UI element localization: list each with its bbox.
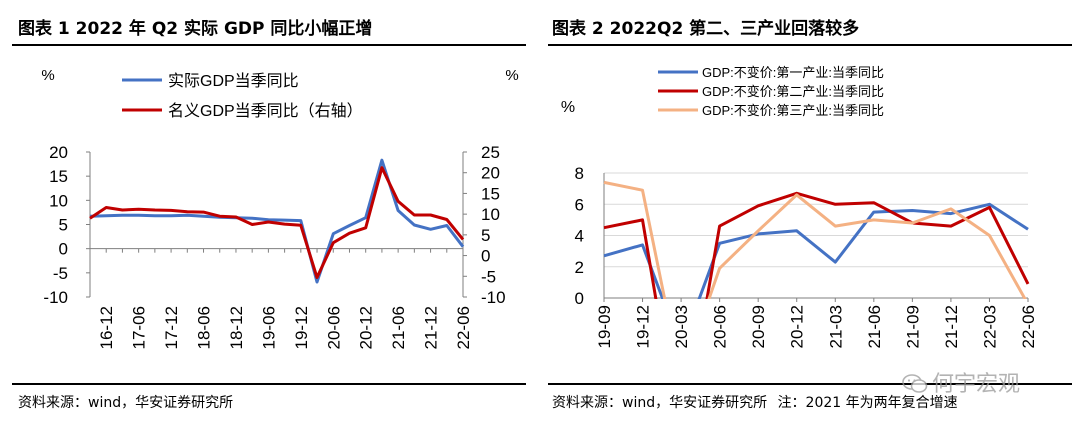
chart-1-series-line-2 <box>89 166 465 279</box>
chart-1-x-tick-label: 19-06 <box>259 306 278 349</box>
watermark-text: 何宇宏观 <box>932 372 1021 397</box>
chart-panel-2: 图表 2 2022Q2 第二、三产业回落较多 0 2 4 6 8% 19-09 19-12 2… <box>540 0 1080 428</box>
chart-1-x-tick-label: 20-06 <box>324 306 343 349</box>
chart-2-x-tick-label: 21-09 <box>903 305 922 348</box>
chart-2-legend-label-2: GDP:不变价:第二产业:当季同比 <box>702 84 884 99</box>
chart-1-right-tick-label: 0 <box>481 247 490 266</box>
chart-panel-1: 图表 1 2022 年 Q2 实际 GDP 同比小幅正增 -10 -5 0 5 10 15… <box>12 14 526 411</box>
chart-1-right-tick-label: 10 <box>481 205 500 224</box>
chart-1-left-tick-label: -5 <box>53 264 68 283</box>
chart-2-x-tick-label: 22-06 <box>1019 305 1038 348</box>
chart-1-title-text: 2022 年 Q2 实际 GDP 同比小幅正增 <box>75 19 373 39</box>
chart-1-x-tick-label: 18-06 <box>195 306 214 349</box>
chart-1-left-tick-label: 15 <box>49 167 68 186</box>
chart-2-series-line-3 <box>603 180 1027 299</box>
chart-1-x-tick-label: 21-12 <box>422 306 441 349</box>
chart-1-right-tick-label: 25 <box>481 143 500 162</box>
chart-1-legend-label-2: 名义GDP当季同比（右轴） <box>168 102 363 120</box>
chart-1-right-tick-label: -5 <box>481 267 496 286</box>
chart-1-x-tick-label: 22-06 <box>454 306 473 349</box>
chart-2-x-tick-label: 19-12 <box>634 305 653 348</box>
chart-1-bottom-rule <box>12 383 526 385</box>
chart-2-y-tick-label: 0 <box>575 289 584 308</box>
chart-1-x-tick-label: 20-12 <box>357 306 376 349</box>
chart-1-x-tick-label: 17-12 <box>162 306 181 349</box>
chart-2-top-rule <box>548 44 1072 46</box>
chart-1-figure-label: 图表 1 <box>18 19 70 39</box>
chart-2-bottom-rule <box>548 383 1072 385</box>
chart-1-title: 图表 1 2022 年 Q2 实际 GDP 同比小幅正增 <box>18 14 372 39</box>
chart-1-left-tick-label: 0 <box>59 240 68 259</box>
chart-1-left-tick-label: 10 <box>49 191 68 210</box>
chart-1-x-tick-label: 19-12 <box>292 306 311 349</box>
chart-1-right-tick-label: 20 <box>481 164 500 183</box>
chart-2-x-tick-label: 19-09 <box>595 305 614 348</box>
chart-2-title-text: 2022Q2 第二、三产业回落较多 <box>609 19 860 39</box>
chart-1-x-tick-label: 21-06 <box>389 306 408 349</box>
chart-1-series-line-1 <box>89 158 465 284</box>
chart-2-y-tick-label: 8 <box>575 164 584 183</box>
chart-2-series-line-2 <box>603 191 1030 299</box>
chart-1-x-tick-label: 16-12 <box>97 306 116 349</box>
chart-1-right-axis-unit: % <box>505 67 518 84</box>
chart-1-left-tick-label: 20 <box>49 143 68 162</box>
chart-1-left-tick-label: 5 <box>59 216 68 235</box>
chart-1-left-tick-label: -10 <box>43 288 68 307</box>
chart-1-left-axis-unit: % <box>41 67 54 84</box>
chart-1-x-tick-label: 17-06 <box>130 306 149 349</box>
chart-2-series-line-1 <box>603 202 1029 299</box>
chart-1-legend-label-1: 实际GDP当季同比 <box>168 72 299 90</box>
chart-2-legend-label-3: GDP:不变价:第三产业:当季同比 <box>702 103 884 118</box>
chart-2-source-line: 资料来源：wind，华安证券研究所 注：2021 年为两年复合增速 <box>552 392 958 412</box>
chart-2-x-tick-label: 22-03 <box>980 305 999 348</box>
chart-2-y-tick-label: 4 <box>575 227 584 246</box>
chart-2-x-tick-label: 21-06 <box>865 305 884 348</box>
chart-1-source: 资料来源：wind，华安证券研究所 <box>18 395 234 411</box>
chart-2-x-tick-label: 20-09 <box>749 305 768 348</box>
chart-2-x-tick-label: 21-12 <box>942 305 961 348</box>
chart-2-y-tick-label: 2 <box>575 258 584 277</box>
watermark: 何宇宏观 <box>902 366 1020 398</box>
chart-2-source: 资料来源：wind，华安证券研究所 <box>552 395 768 411</box>
chart-2-x-tick-label: 20-12 <box>788 305 807 348</box>
chart-1-right-tick-label: 15 <box>481 184 500 203</box>
chart-2-title: 图表 2 2022Q2 第二、三产业回落较多 <box>552 14 859 39</box>
chart-2-plot: 0 2 4 6 8% 19-09 19-12 20-03 20-06 20-09 20-12 21-0… <box>561 65 1038 348</box>
chart-2-figure-label: 图表 2 <box>552 19 604 39</box>
chart-1-right-tick-label: 5 <box>481 226 490 245</box>
chart-1-top-rule <box>12 44 526 46</box>
chart-1-x-tick-label: 18-12 <box>227 306 246 349</box>
chart-2-series-group <box>603 180 1030 299</box>
chart-2-y-axis-unit: % <box>561 99 575 116</box>
wechat-icon <box>902 374 928 393</box>
chart-2-x-tick-label: 21-03 <box>826 305 845 348</box>
chart-2-legend-label-1: GDP:不变价:第一产业:当季同比 <box>702 65 884 80</box>
chart-1-right-tick-label: -10 <box>481 288 506 307</box>
chart-2-x-tick-label: 20-03 <box>672 305 691 348</box>
chart-2-note: 注：2021 年为两年复合增速 <box>777 395 958 411</box>
chart-2-y-tick-label: 6 <box>575 195 584 214</box>
chart-2-x-tick-label: 20-06 <box>711 305 730 348</box>
